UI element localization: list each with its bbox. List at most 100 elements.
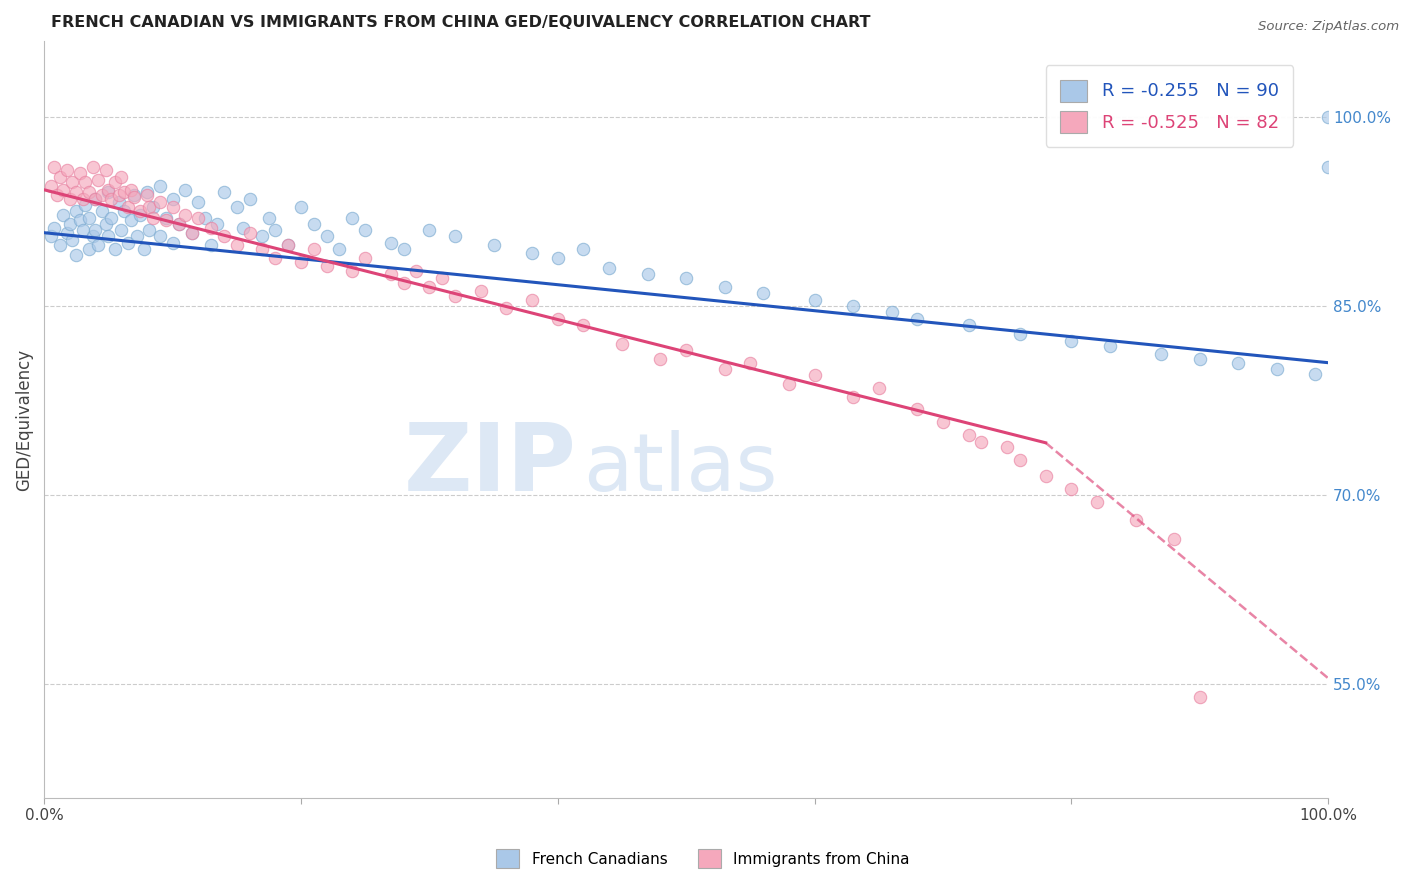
Point [82, 160, 104, 174]
Point [482, 238, 505, 252]
Point [1303, 367, 1326, 381]
Point [129, 208, 152, 222]
Y-axis label: GED/Equivalency: GED/Equivalency [15, 349, 32, 491]
Point [149, 229, 172, 244]
Point [112, 186, 135, 200]
Point [97, 186, 120, 200]
Point [142, 211, 165, 225]
Point [48, 238, 70, 252]
Point [149, 179, 172, 194]
Point [162, 201, 184, 215]
Point [1060, 334, 1083, 349]
Point [470, 284, 492, 298]
Legend: R = -0.255   N = 90, R = -0.525   N = 82: R = -0.255 N = 90, R = -0.525 N = 82 [1046, 65, 1294, 147]
Point [94, 217, 117, 231]
Point [52, 183, 75, 197]
Point [1060, 482, 1083, 496]
Point [56, 226, 79, 240]
Point [713, 362, 735, 376]
Point [167, 217, 190, 231]
Point [354, 251, 377, 265]
Point [1035, 469, 1057, 483]
Point [1150, 347, 1173, 361]
Point [905, 402, 928, 417]
Point [675, 271, 697, 285]
Point [155, 213, 177, 227]
Point [252, 229, 274, 244]
Point [444, 229, 467, 244]
Point [212, 186, 235, 200]
Point [675, 343, 697, 357]
Point [84, 192, 107, 206]
Point [740, 356, 762, 370]
Point [104, 242, 127, 256]
Point [713, 280, 735, 294]
Point [842, 299, 865, 313]
Point [778, 377, 800, 392]
Point [238, 226, 260, 240]
Point [194, 211, 217, 225]
Point [444, 289, 467, 303]
Point [84, 192, 107, 206]
Point [120, 183, 142, 197]
Point [315, 259, 337, 273]
Point [610, 336, 633, 351]
Point [39, 229, 62, 244]
Point [1265, 362, 1288, 376]
Point [65, 186, 87, 200]
Point [1317, 110, 1340, 124]
Point [380, 268, 402, 282]
Point [342, 211, 364, 225]
Point [520, 246, 543, 260]
Point [75, 198, 97, 212]
Point [418, 280, 440, 294]
Point [1098, 339, 1121, 353]
Point [547, 251, 569, 265]
Point [174, 183, 197, 197]
Point [803, 293, 825, 307]
Point [1163, 533, 1185, 547]
Point [238, 192, 260, 206]
Legend: French Canadians, Immigrants from China: French Canadians, Immigrants from China [489, 841, 917, 875]
Point [84, 223, 107, 237]
Point [77, 211, 100, 225]
Point [277, 238, 299, 252]
Point [100, 211, 122, 225]
Point [94, 162, 117, 177]
Point [72, 192, 94, 206]
Point [97, 183, 120, 197]
Point [56, 162, 79, 177]
Point [120, 213, 142, 227]
Point [1085, 494, 1108, 508]
Point [572, 242, 595, 256]
Point [650, 351, 672, 366]
Point [598, 260, 620, 275]
Point [107, 195, 129, 210]
Point [803, 368, 825, 383]
Point [112, 204, 135, 219]
Point [77, 242, 100, 256]
Point [135, 186, 157, 200]
Point [252, 242, 274, 256]
Point [392, 276, 415, 290]
Point [225, 201, 247, 215]
Point [60, 233, 83, 247]
Point [75, 175, 97, 189]
Point [162, 192, 184, 206]
Point [104, 175, 127, 189]
Point [342, 263, 364, 277]
Point [117, 201, 139, 215]
Point [65, 248, 87, 262]
Point [868, 381, 890, 395]
Point [100, 192, 122, 206]
Point [97, 229, 120, 244]
Text: FRENCH CANADIAN VS IMMIGRANTS FROM CHINA GED/EQUIVALENCY CORRELATION CHART: FRENCH CANADIAN VS IMMIGRANTS FROM CHINA… [51, 15, 870, 30]
Point [264, 251, 287, 265]
Point [277, 238, 299, 252]
Point [110, 170, 132, 185]
Point [48, 170, 70, 185]
Point [87, 238, 110, 252]
Point [162, 235, 184, 250]
Point [932, 415, 955, 429]
Point [572, 318, 595, 332]
